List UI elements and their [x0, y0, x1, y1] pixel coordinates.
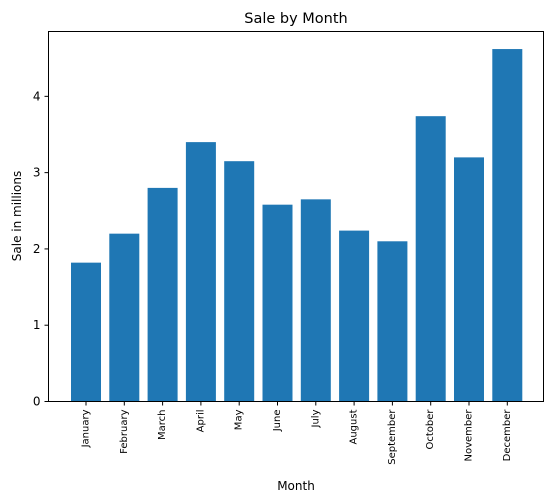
bar-march: [147, 187, 178, 402]
x-tick-label: November: [464, 409, 475, 462]
bar-july: [300, 199, 331, 402]
bar-february: [109, 233, 140, 402]
bar-december: [492, 49, 523, 402]
x-tick-label: December: [502, 409, 513, 462]
y-tick-label: 2: [33, 242, 41, 256]
bar-october: [415, 116, 446, 402]
x-axis-label: Month: [277, 479, 315, 493]
x-tick-label: August: [349, 409, 360, 444]
x-tick-label: June: [272, 410, 283, 433]
x-tick-label: October: [425, 409, 436, 450]
bar-august: [339, 230, 370, 402]
bar-september: [377, 241, 408, 402]
bar-april: [185, 142, 216, 402]
plot-frame: [48, 31, 544, 402]
bars-group: [71, 49, 523, 402]
x-tick-label: January: [81, 409, 92, 448]
chart-title: Sale by Month: [244, 11, 348, 27]
y-tick-label: 1: [33, 318, 41, 332]
bar-november: [454, 157, 484, 402]
bar-january: [71, 262, 101, 402]
y-tick-label: 3: [33, 166, 41, 180]
x-tick-label: September: [387, 409, 398, 465]
x-axis: January February March April May June July Augu…: [81, 401, 513, 465]
y-tick-label: 4: [33, 89, 41, 103]
bar-june: [262, 204, 293, 402]
x-tick-label: March: [157, 410, 168, 440]
x-tick-label: July: [310, 409, 321, 428]
x-tick-label: February: [119, 409, 130, 453]
bar-may: [224, 161, 255, 402]
x-tick-label: May: [234, 409, 245, 430]
y-axis: 0 1 2 3 4: [33, 89, 49, 409]
y-axis-label: Sale in millions: [10, 171, 24, 261]
y-tick-label: 0: [33, 395, 41, 409]
x-tick-label: April: [195, 410, 206, 433]
